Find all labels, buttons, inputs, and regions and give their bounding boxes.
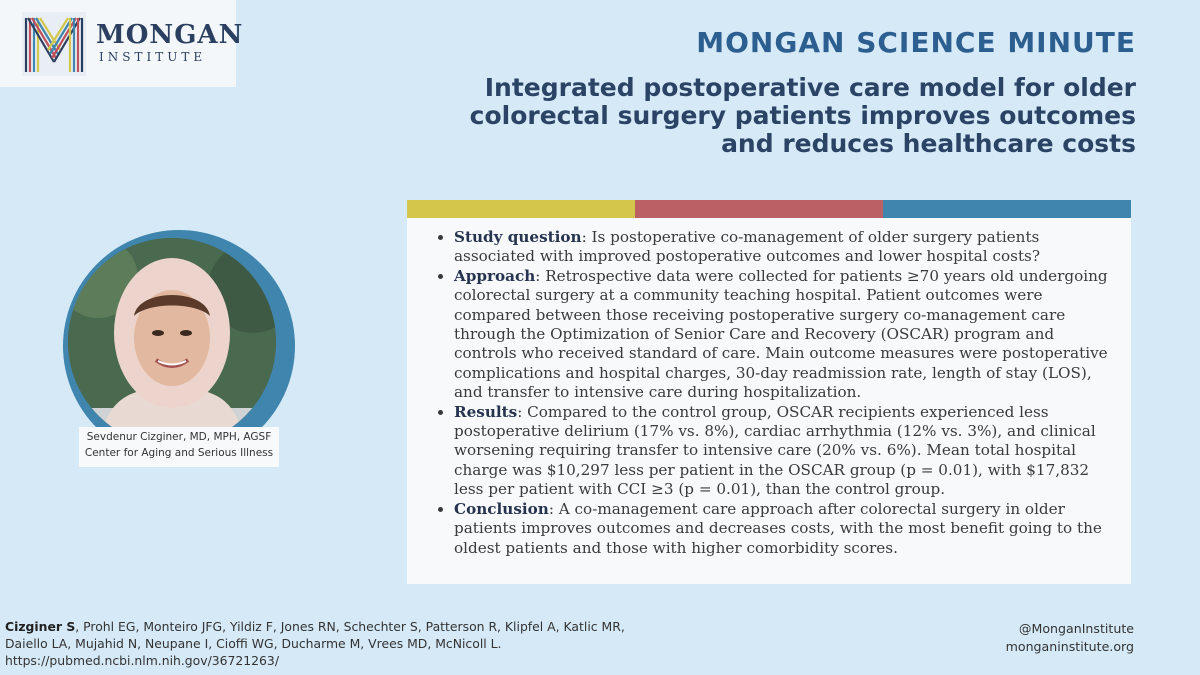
citation-lead-author: Cizginer S (5, 619, 76, 634)
bullet-approach: Approach: Retrospective data were collec… (454, 267, 1117, 403)
bullet-label: Approach (454, 266, 536, 285)
author-name: Sevdenur Cizginer, MD, MPH, AGSF (86, 431, 272, 443)
bullet-text: : Compared to the control group, OSCAR r… (454, 402, 1096, 499)
color-bar (407, 200, 1131, 218)
logo: MONGAN INSTITUTE (0, 0, 242, 87)
bullet-conclusion: Conclusion: A co-management care approac… (454, 500, 1117, 558)
summary-list: Study question: Is postoperative co-mana… (407, 218, 1131, 558)
brand-title: MONGAN SCIENCE MINUTE (696, 26, 1136, 59)
portrait-illustration (68, 238, 276, 446)
bullet-text: : Retrospective data were collected for … (454, 266, 1108, 402)
logo-name: MONGAN (96, 20, 244, 50)
headline: Integrated postoperative care model for … (469, 73, 1136, 158)
mongan-logo-icon (22, 12, 86, 76)
author-affiliation: Center for Aging and Serious Illness (84, 447, 274, 459)
color-bar-blue (883, 200, 1131, 218)
bullet-study-question: Study question: Is postoperative co-mana… (454, 228, 1117, 267)
bullet-text: : Is postoperative co-management of olde… (454, 228, 1040, 266)
bullet-label: Study question (454, 228, 582, 246)
social-info: @MonganInstitute monganinstitute.org (1006, 620, 1134, 656)
author-portrait (68, 238, 276, 446)
color-bar-red (635, 200, 883, 218)
portrait-caption: Sevdenur Cizginer, MD, MPH, AGSF Center … (79, 427, 279, 467)
bullet-label: Results (454, 402, 518, 421)
bullet-text: : A co-management care approach after co… (454, 499, 1102, 557)
logo-subtitle: INSTITUTE (99, 50, 207, 64)
social-handle[interactable]: @MonganInstitute (1018, 621, 1134, 636)
color-bar-yellow (407, 200, 635, 218)
citation-authors: , Prohl EG, Monteiro JFG, Yildiz F, Jone… (5, 619, 625, 651)
bullet-results: Results: Compared to the control group, … (454, 403, 1117, 500)
citation: Cizginer S, Prohl EG, Monteiro JFG, Yild… (5, 618, 645, 669)
summary-panel: Study question: Is postoperative co-mana… (407, 218, 1131, 584)
citation-url[interactable]: https://pubmed.ncbi.nlm.nih.gov/36721263… (5, 653, 279, 668)
bullet-label: Conclusion (454, 499, 549, 518)
website-link[interactable]: monganinstitute.org (1005, 639, 1134, 654)
